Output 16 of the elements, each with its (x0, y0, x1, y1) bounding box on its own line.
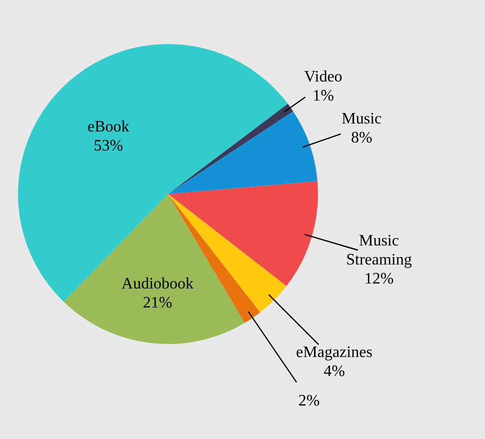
data-label: 12% (364, 270, 394, 288)
data-label: 53% (94, 138, 124, 155)
slice-label: Video (304, 68, 342, 86)
slice-label: Music Streaming (346, 232, 412, 268)
data-label: 21% (142, 294, 172, 312)
data-label: 4% (324, 363, 345, 380)
data-label: 8% (350, 130, 372, 147)
pie-slice (168, 104, 294, 194)
slice-label: Audiobook (122, 275, 194, 292)
data-label: 2% (298, 392, 320, 410)
pie-slice (168, 111, 318, 194)
slice-label: Music (342, 110, 382, 128)
data-label: 1% (312, 87, 334, 104)
slice-label: eMagazines (296, 344, 372, 362)
pie-slice (64, 194, 245, 344)
slice-label: eBook (88, 118, 130, 136)
